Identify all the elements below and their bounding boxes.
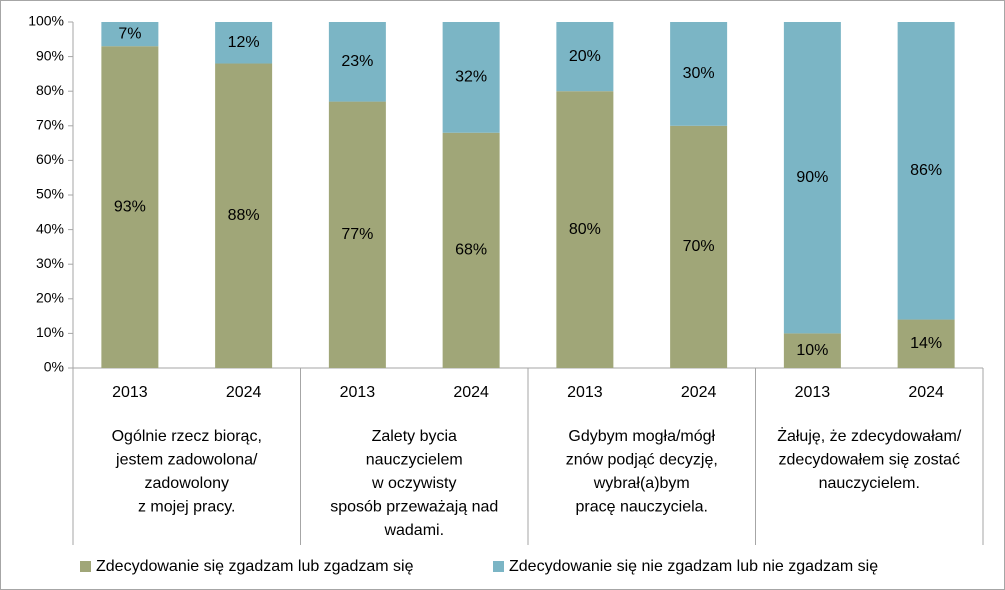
- group-label: jestem zadowolona/: [115, 452, 258, 469]
- x-tick-label: 2013: [340, 384, 376, 401]
- data-label: 10%: [796, 342, 828, 359]
- data-label: 80%: [569, 221, 601, 238]
- group-label: Gdybym mogła/mógł: [568, 428, 715, 445]
- legend-label: Zdecydowanie się zgadzam lub zgadzam się: [96, 558, 414, 575]
- bar-segment: [328, 101, 386, 368]
- group-label: nauczycielem: [366, 452, 463, 469]
- legend-swatch: [493, 561, 504, 572]
- bar-segment: [670, 22, 728, 126]
- legend-label: Zdecydowanie się nie zgadzam lub nie zga…: [509, 558, 878, 575]
- data-label: 14%: [910, 335, 942, 352]
- y-tick-label: 40%: [36, 220, 64, 236]
- bar-segment: [670, 125, 728, 368]
- data-label: 68%: [455, 242, 487, 259]
- bar-segment: [783, 22, 841, 334]
- data-label: 12%: [228, 34, 260, 51]
- bar-segment: [556, 91, 614, 368]
- y-tick-label: 10%: [36, 324, 64, 340]
- group-label: zdecydowałem się zostać: [779, 452, 960, 469]
- group-label: Zalety bycia: [372, 428, 457, 445]
- bar-segment: [897, 319, 955, 368]
- group-label: wadami.: [383, 522, 444, 539]
- data-label: 86%: [910, 162, 942, 179]
- data-label: 32%: [455, 69, 487, 86]
- data-label: 7%: [118, 25, 141, 42]
- group-label: pracę nauczyciela.: [575, 499, 708, 516]
- data-label: 70%: [683, 238, 715, 255]
- x-tick-label: 2024: [226, 384, 262, 401]
- x-tick-label: 2024: [681, 384, 717, 401]
- y-tick-label: 20%: [36, 290, 64, 306]
- bar-segment: [101, 46, 159, 368]
- y-tick-label: 50%: [36, 186, 64, 202]
- y-tick-label: 30%: [36, 255, 64, 271]
- legend-swatch: [80, 561, 91, 572]
- x-tick-label: 2013: [112, 384, 148, 401]
- data-label: 93%: [114, 198, 146, 215]
- data-label: 77%: [341, 226, 373, 243]
- bar-segment: [897, 22, 955, 320]
- x-tick-label: 2024: [908, 384, 944, 401]
- y-tick-label: 70%: [36, 117, 64, 133]
- bar-segment: [556, 22, 614, 92]
- bar-segment: [442, 132, 500, 368]
- y-tick-label: 0%: [44, 359, 64, 375]
- data-label: 20%: [569, 48, 601, 65]
- group-label: nauczycielem.: [819, 475, 920, 492]
- group-label: z mojej pracy.: [138, 499, 236, 516]
- group-label: Ogólnie rzecz biorąc,: [112, 428, 262, 445]
- data-label: 30%: [683, 65, 715, 82]
- bar-segment: [215, 22, 273, 64]
- group-label: sposób przeważają nad: [330, 499, 498, 516]
- bar-segment: [215, 63, 273, 369]
- group-label: Żałuję, że zdecydowałam/: [777, 426, 962, 445]
- data-label: 23%: [341, 53, 373, 70]
- x-tick-label: 2013: [795, 384, 831, 401]
- y-tick-label: 80%: [36, 82, 64, 98]
- x-tick-label: 2024: [453, 384, 489, 401]
- group-label: w oczywisty: [371, 475, 456, 492]
- group-label: znów podjąć decyzję,: [566, 452, 718, 469]
- group-label: wybrał(a)bym: [593, 475, 690, 492]
- y-tick-label: 60%: [36, 151, 64, 167]
- group-label: zadowolony: [145, 475, 230, 492]
- data-label: 90%: [796, 169, 828, 186]
- y-tick-label: 100%: [28, 13, 64, 29]
- bar-segment: [442, 22, 500, 133]
- bar-segment: [783, 333, 841, 368]
- x-tick-label: 2013: [567, 384, 603, 401]
- data-label: 88%: [228, 207, 260, 224]
- y-tick-label: 90%: [36, 47, 64, 63]
- bar-segment: [101, 22, 159, 47]
- bar-segment: [328, 22, 386, 102]
